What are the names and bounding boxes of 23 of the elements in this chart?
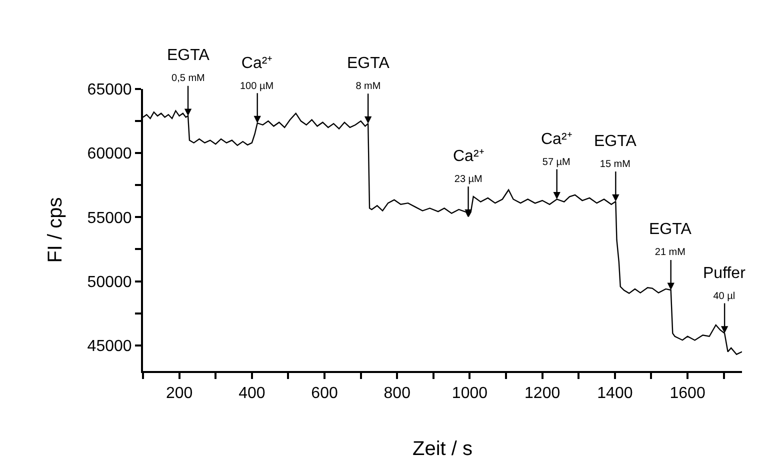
x-tick-label: 1400: [597, 385, 633, 402]
annotation: EGTA 0,5 mM: [167, 47, 210, 84]
annotation: Ca²⁺ 100 µM: [240, 55, 274, 92]
y-tick-label: 60000: [87, 146, 132, 163]
x-tick-label: 200: [166, 385, 193, 402]
annotation: Puffer 40 µl: [703, 265, 746, 302]
y-tick-label: 45000: [87, 338, 132, 355]
y-tick-label: 65000: [87, 82, 132, 99]
y-axis-title: FI / cps: [44, 197, 66, 263]
x-tick-label: 800: [384, 385, 411, 402]
x-tick-label: 600: [311, 385, 338, 402]
annotation: Ca²⁺ 57 µM: [541, 131, 572, 168]
annotation: Ca²⁺ 23 µM: [453, 148, 484, 185]
y-tick-label: 55000: [87, 210, 132, 227]
x-tick-label: 1600: [670, 385, 706, 402]
x-tick-label: 1200: [524, 385, 560, 402]
annotation: EGTA 15 mM: [594, 133, 637, 170]
annotation: EGTA 21 mM: [649, 221, 692, 258]
x-tick-label: 400: [238, 385, 266, 402]
x-axis-title: Zeit / s: [412, 438, 473, 460]
x-tick-label: 1000: [452, 385, 488, 402]
y-tick-label: 50000: [87, 274, 132, 291]
annotation: EGTA 8 mM: [347, 55, 390, 92]
